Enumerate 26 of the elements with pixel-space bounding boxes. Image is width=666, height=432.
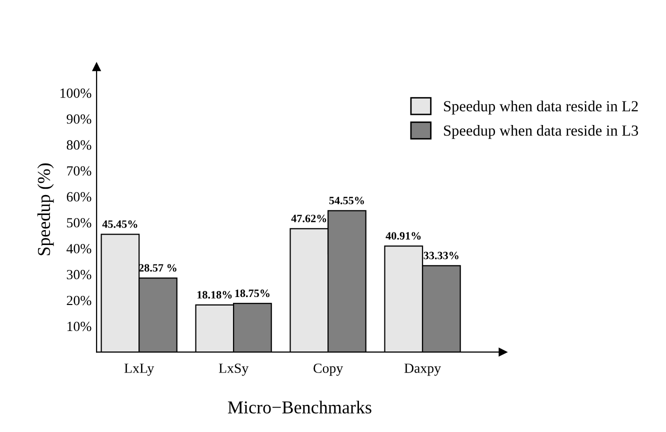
data-label: 28.57 % (139, 264, 176, 272)
legend-label: Speedup when data reside in L3 (444, 124, 638, 139)
x-tick-label: Daxpy (404, 364, 441, 376)
x-tick-label: LxLy (124, 364, 154, 376)
data-label: 33.33% (424, 252, 458, 260)
legend-label: Speedup when data reside in L2 (444, 100, 638, 115)
data-label: 18.18% (198, 291, 232, 299)
y-tick-label: 60% (66, 192, 92, 202)
y-axis-title: Speedup (%) (37, 163, 54, 256)
data-label: 54.55% (329, 196, 364, 204)
y-tick-label: 50% (67, 218, 92, 228)
data-label: 47.62% (291, 214, 326, 222)
data-label: 40.91% (386, 232, 421, 240)
y-tick-label: 80% (66, 140, 92, 150)
data-label: 45.45% (102, 220, 138, 228)
data-label: 18.75% (235, 290, 270, 298)
y-tick-label: 100% (60, 88, 92, 98)
x-axis-title: Micro−Benchmarks (228, 400, 372, 414)
y-tick-label: 90% (66, 114, 92, 124)
y-tick-label: 70% (67, 166, 92, 176)
x-tick-label: LxSy (218, 364, 249, 376)
y-tick-label: 30% (66, 270, 92, 280)
y-tick-label: 40% (66, 244, 92, 254)
x-tick-label: Copy (314, 364, 344, 376)
y-tick-label: 10% (67, 322, 92, 332)
y-tick-label: 20% (66, 296, 92, 306)
